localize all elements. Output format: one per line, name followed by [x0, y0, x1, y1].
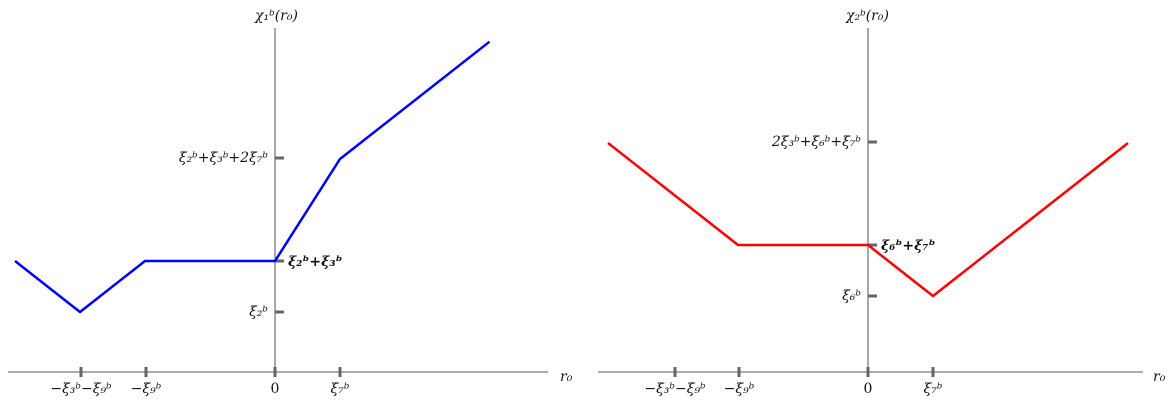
right-chart: χ₂ᵇ(r₀) r₀ −ξ₃ᵇ−ξ₉ᵇ −ξ₉ᵇ 0 ξ₇ᵇ ξ₆ᵇ ξ₆ᵇ+ξ…: [598, 8, 1166, 397]
right-x-axis-label: r₀: [1153, 369, 1166, 385]
right-series-line: [607, 142, 1129, 298]
left-xtick-label-3: 0: [271, 381, 280, 397]
left-xtick-label-2: −ξ₉ᵇ: [131, 381, 162, 397]
right-xtick-label-2: −ξ₉ᵇ: [724, 381, 755, 397]
right-xtick-label-1: −ξ₃ᵇ−ξ₉ᵇ: [644, 381, 705, 397]
left-x-axis-label: r₀: [560, 369, 573, 385]
left-ytick-label-1: ξ₂ᵇ: [249, 304, 268, 320]
left-ytick-label-2: ξ₂ᵇ+ξ₃ᵇ: [288, 254, 343, 270]
left-xtick-label-4: ξ₇ᵇ: [331, 381, 350, 397]
left-ytick-label-3: ξ₂ᵇ+ξ₃ᵇ+2ξ₇ᵇ: [179, 150, 268, 166]
right-y-axis-label: χ₂ᵇ(r₀): [845, 8, 889, 24]
left-xtick-label-1: −ξ₃ᵇ−ξ₉ᵇ: [50, 381, 111, 397]
right-xtick-label-4: ξ₇ᵇ: [924, 381, 943, 397]
right-ytick-label-1: ξ₆ᵇ: [842, 288, 861, 304]
left-series-line: [14, 40, 491, 314]
right-ytick-label-2: ξ₆ᵇ+ξ₇ᵇ: [881, 238, 936, 254]
right-ytick-label-3: 2ξ₃ᵇ+ξ₆ᵇ+ξ₇ᵇ: [771, 134, 861, 150]
left-y-axis-label: χ₁ᵇ(r₀): [254, 8, 298, 24]
left-chart: χ₁ᵇ(r₀) r₀ −ξ₃ᵇ−ξ₉ᵇ −ξ₉ᵇ 0 ξ₇ᵇ ξ₂ᵇ ξ₂ᵇ+ξ…: [8, 8, 573, 397]
right-xtick-label-3: 0: [864, 381, 873, 397]
